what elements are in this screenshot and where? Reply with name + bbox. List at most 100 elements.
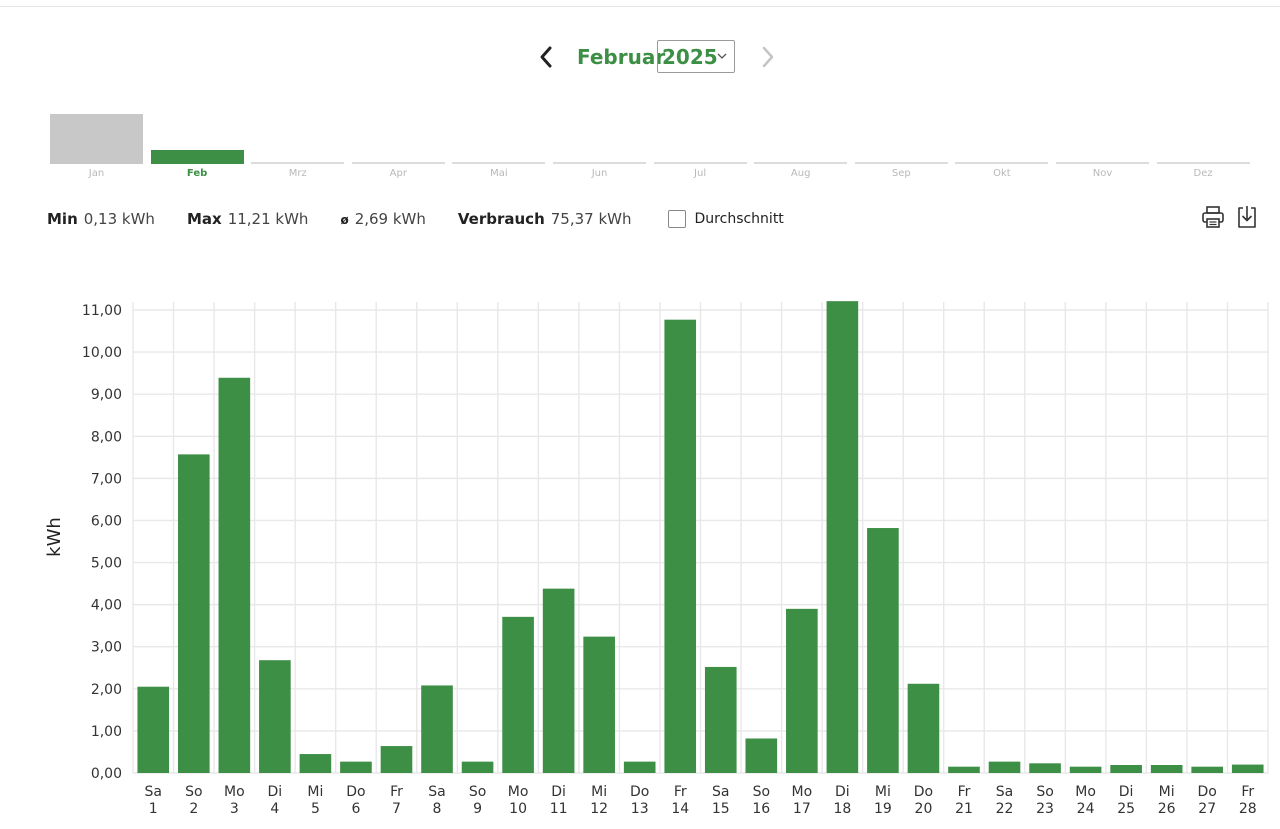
stat-min-value: 0,13 kWh [83,210,155,228]
x-tick-day: 8 [433,801,442,817]
x-tick-weekday: Sa [996,784,1013,800]
x-tick-day: 16 [752,801,770,817]
print-button[interactable] [1201,205,1225,229]
bar-day-10[interactable] [502,616,534,773]
x-tick-weekday: Do [630,784,649,800]
chevron-left-icon [540,46,552,68]
x-tick-weekday: Do [914,784,933,800]
stat-total-value: 75,37 kWh [550,210,632,228]
year-value: 2025 [662,44,718,69]
month-navigation: Februar 2025 [0,38,1280,78]
stat-total-label: Verbrauch [457,210,545,228]
bar-day-11[interactable] [542,588,575,773]
y-tick-label: 0,00 [91,766,122,782]
x-tick-weekday: Mi [307,784,323,800]
current-month-label: Februar [577,45,666,69]
bar-day-16[interactable] [745,738,778,773]
x-tick-weekday: Mo [792,784,813,800]
month-bar [50,114,143,164]
bar-day-1[interactable] [137,686,170,773]
stat-max-value: 11,21 kWh [227,210,309,228]
bar-day-5[interactable] [299,754,332,773]
stat-average: ø 2,69 kWh [340,210,425,228]
x-axis-ticks: Sa1So2Mo3Di4Mi5Do6Fr7Sa8So9Mo10Di11Mi12D… [145,784,1257,817]
month-aug[interactable]: Aug [754,100,848,190]
bar-day-22[interactable] [988,761,1021,773]
month-bar [653,162,747,164]
download-button[interactable] [1236,204,1258,230]
bar-day-3[interactable] [218,377,251,773]
x-tick-day: 24 [1077,801,1095,817]
average-toggle[interactable]: Durchschnitt [667,210,784,228]
bar-day-23[interactable] [1029,763,1061,773]
month-bar [351,162,445,164]
x-tick-day: 9 [473,801,482,817]
month-overview: Jan Feb Mrz Apr Mai Jun Jul Aug Sep Okt Nov Dez [0,100,1280,190]
bar-day-8[interactable] [421,685,453,773]
year-select[interactable]: 2025 [657,40,735,73]
month-mai[interactable]: Mai [452,100,546,190]
month-okt[interactable]: Okt [955,100,1049,190]
month-label: Aug [790,168,811,179]
bar-day-12[interactable] [583,636,615,773]
bar-day-2[interactable] [177,454,210,773]
bar-day-24[interactable] [1069,766,1102,773]
bar-day-25[interactable] [1110,765,1142,773]
x-tick-weekday: Sa [712,784,729,800]
bar-day-26[interactable] [1150,765,1183,773]
bar-day-7[interactable] [380,746,413,773]
x-tick-day: 1 [149,801,158,817]
y-tick-label: 6,00 [91,513,122,529]
month-bar [150,150,244,164]
bar-day-28[interactable] [1231,764,1264,773]
previous-month-button[interactable] [536,44,558,70]
bar-day-17[interactable] [786,608,818,773]
month-dez[interactable]: Dez [1156,100,1250,190]
x-tick-weekday: Di [1119,784,1134,800]
month-feb[interactable]: Feb [150,100,244,190]
x-tick-weekday: Mo [1075,784,1096,800]
x-tick-weekday: Fr [1241,784,1254,800]
x-tick-day: 13 [631,801,649,817]
month-jul[interactable]: Jul [653,100,747,190]
bar-day-15[interactable] [704,666,737,773]
x-tick-weekday: Sa [145,784,162,800]
x-tick-day: 27 [1198,801,1216,817]
x-tick-day: 6 [351,801,360,817]
month-jun[interactable]: Jun [553,100,646,190]
x-tick-weekday: Mi [875,784,891,800]
month-label: Sep [891,168,911,179]
bar-day-4[interactable] [259,660,291,773]
bar-day-19[interactable] [867,528,899,773]
next-month-button[interactable] [756,44,778,70]
x-tick-day: 17 [793,801,811,817]
x-tick-weekday: Mo [224,784,245,800]
month-bar [251,162,345,164]
stat-min: Min 0,13 kWh [47,210,155,228]
x-tick-day: 25 [1117,801,1135,817]
month-label: Feb [186,168,208,179]
bar-day-14[interactable] [664,319,697,773]
x-tick-weekday: Mi [1159,784,1175,800]
x-tick-day: 21 [955,801,973,817]
month-jan[interactable]: Jan [50,100,143,190]
bar-day-27[interactable] [1191,766,1224,773]
y-axis-ticks: 0,00 1,00 2,00 3,00 4,00 5,00 6,00 7,00 8,00 9,00… [82,303,122,782]
month-sep[interactable]: Sep [854,100,948,190]
month-mrz[interactable]: Mrz [251,100,345,190]
bar-day-6[interactable] [340,761,372,773]
x-tick-day: 19 [874,801,892,817]
month-bar [452,162,546,164]
y-tick-label: 11,00 [82,303,122,319]
bar-day-18[interactable] [826,301,859,773]
bar-day-13[interactable] [623,761,656,773]
y-tick-label: 3,00 [91,640,122,656]
month-nov[interactable]: Nov [1056,100,1149,190]
month-bar [553,162,646,164]
bar-day-9[interactable] [461,761,494,773]
average-checkbox[interactable] [667,210,686,228]
x-tick-weekday: Fr [390,784,403,800]
bar-day-21[interactable] [948,766,980,773]
month-apr[interactable]: Apr [351,100,445,190]
bar-day-20[interactable] [907,683,940,773]
